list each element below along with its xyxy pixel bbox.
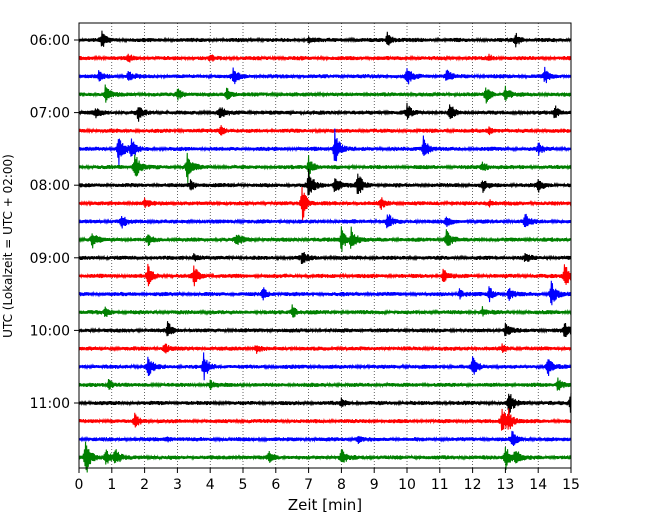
y-tick-label: 08:00 bbox=[30, 178, 70, 194]
trace-line bbox=[78, 263, 572, 287]
y-axis-ticks: 06:00 07:00 08:00 09:00 10:00 11:00 bbox=[30, 33, 79, 412]
x-tick-label: 12 bbox=[464, 477, 482, 493]
trace-line bbox=[78, 128, 572, 166]
trace-line bbox=[78, 304, 572, 318]
trace-line bbox=[78, 53, 572, 63]
trace-line bbox=[78, 84, 572, 104]
trace-line bbox=[78, 393, 572, 415]
x-tick-label: 14 bbox=[529, 477, 547, 493]
trace-line bbox=[78, 187, 572, 222]
trace-line bbox=[78, 30, 572, 48]
x-tick-label: 9 bbox=[370, 477, 379, 493]
trace-line bbox=[78, 102, 572, 122]
x-axis-ticks: 0 1 2 3 4 5 6 7 8 9 10 11 12 13 14 15 bbox=[75, 468, 580, 493]
trace-line bbox=[78, 377, 572, 391]
y-tick-label: 06:00 bbox=[30, 33, 70, 49]
trace-line bbox=[78, 125, 572, 136]
trace-line bbox=[78, 352, 572, 381]
y-tick-label: 07:00 bbox=[30, 106, 70, 122]
x-tick-label: 11 bbox=[431, 477, 449, 493]
x-tick-label: 15 bbox=[562, 477, 580, 493]
x-tick-label: 5 bbox=[239, 477, 248, 493]
y-axis-label: UTC (Lokalzeit = UTC + 02:00) bbox=[1, 154, 15, 338]
x-axis-label: Zeit [min] bbox=[288, 496, 362, 514]
trace-line bbox=[78, 168, 572, 196]
x-tick-label: 1 bbox=[107, 477, 116, 493]
plot-frame bbox=[78, 22, 572, 469]
trace-line bbox=[78, 213, 572, 229]
trace-line bbox=[78, 280, 572, 306]
trace-line bbox=[78, 66, 572, 85]
trace-line bbox=[78, 152, 572, 184]
x-tick-label: 7 bbox=[304, 477, 313, 493]
trace-line bbox=[78, 441, 572, 473]
trace-line bbox=[78, 343, 572, 354]
trace-line bbox=[78, 408, 572, 431]
x-tick-label: 3 bbox=[173, 477, 182, 493]
x-tick-label: 4 bbox=[206, 477, 215, 493]
x-tick-label: 13 bbox=[496, 477, 514, 493]
y-tick-label: 09:00 bbox=[30, 251, 70, 267]
x-tick-label: 6 bbox=[271, 477, 280, 493]
x-tick-label: 0 bbox=[75, 477, 84, 493]
trace-line bbox=[78, 321, 572, 338]
seismic-traces bbox=[78, 30, 572, 473]
trace-line bbox=[78, 251, 572, 264]
x-tick-label: 10 bbox=[398, 477, 416, 493]
trace-line bbox=[78, 226, 572, 252]
trace-line bbox=[78, 430, 572, 446]
y-tick-label: 11:00 bbox=[30, 396, 70, 412]
x-tick-label: 2 bbox=[140, 477, 149, 493]
y-tick-label: 10:00 bbox=[30, 323, 70, 339]
x-tick-label: 8 bbox=[337, 477, 346, 493]
